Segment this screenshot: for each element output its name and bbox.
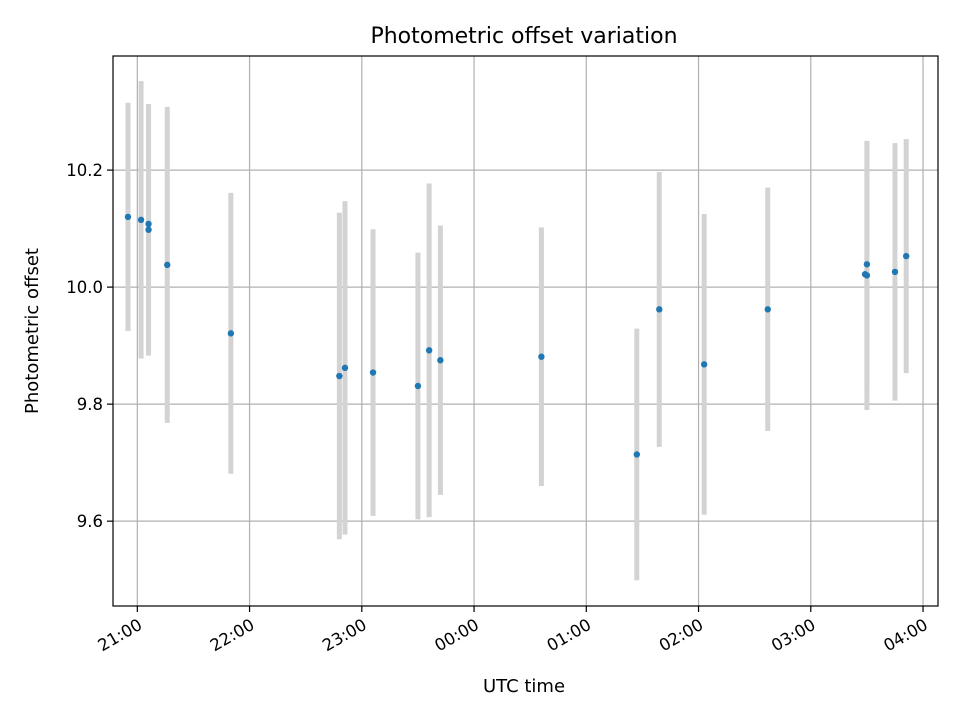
data-point [764, 306, 771, 313]
data-point [902, 252, 910, 260]
grid-layer [113, 56, 938, 606]
data-point [336, 372, 343, 380]
y-tick-label: 10.2 [66, 161, 103, 180]
data-point [538, 353, 545, 360]
y-axis: 9.6 9.8 10.0 10.2 [66, 161, 113, 531]
data-point [891, 268, 899, 276]
data-point [145, 220, 152, 228]
x-axis-label: UTC time [483, 676, 565, 697]
data-point [633, 451, 641, 458]
data-point [437, 357, 444, 364]
y-tick-label: 10.0 [66, 278, 103, 297]
data-point [700, 361, 708, 368]
data-point [341, 364, 349, 372]
point-layer [124, 213, 910, 458]
data-point [369, 369, 377, 376]
data-point [145, 226, 152, 233]
data-point [425, 347, 433, 354]
plot-frame [112, 55, 939, 607]
data-point [227, 330, 235, 337]
data-point [656, 306, 663, 313]
y-tick-label: 9.8 [77, 395, 103, 414]
data-point [414, 382, 422, 390]
data-point [863, 272, 871, 279]
data-point [124, 213, 132, 221]
y-axis-label: Photometric offset [22, 248, 43, 414]
data-point [863, 261, 871, 268]
data-point [137, 216, 145, 224]
data-point [164, 261, 171, 269]
y-tick-label: 9.6 [77, 512, 103, 531]
chart-title: Photometric offset variation [370, 24, 677, 49]
